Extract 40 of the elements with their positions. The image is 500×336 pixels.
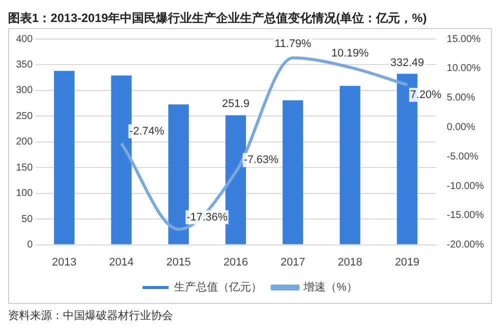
y-tick-label: 400 (16, 34, 34, 45)
data-label: 251.9 (222, 98, 250, 110)
y-tick-label: 350 (16, 59, 34, 70)
bar (54, 70, 75, 244)
data-label: 10.19% (331, 47, 369, 60)
x-tick-label: 2013 (52, 256, 77, 268)
y-tick-label: 50 (22, 214, 34, 225)
y2-tick-label: 0.00% (446, 122, 476, 133)
y-tick-label: 0 (27, 240, 34, 251)
y-tick-label: 300 (16, 85, 34, 96)
x-tick-label: 2018 (338, 256, 362, 268)
data-label: -7.63% (244, 154, 279, 166)
y2-tick-label: 10.00% (446, 63, 481, 74)
bar (282, 100, 304, 244)
legend-label: 生产总值（亿元） (174, 280, 262, 294)
y-tick-label: 100 (16, 188, 34, 200)
x-tick-label: 2016 (223, 256, 248, 268)
legend-label: 增速（%） (302, 280, 358, 294)
x-tick-label: 2019 (394, 256, 420, 268)
x-tick-label: 2015 (166, 256, 191, 268)
data-label: 11.79% (274, 38, 312, 50)
x-tick-label: 2017 (280, 256, 306, 268)
y-tick-label: 200 (16, 136, 34, 148)
y2-tick-label: 15.00% (446, 34, 481, 45)
data-label: -17.36% (186, 211, 228, 224)
y-tick-label: 250 (16, 110, 34, 122)
y2-tick-label: 5.00% (446, 92, 476, 104)
y2-tick-label: -15.00% (446, 210, 484, 222)
data-label: -2.74% (129, 125, 164, 138)
bar (168, 104, 189, 244)
y2-tick-label: -10.00% (446, 180, 484, 192)
y2-tick-label: -20.00% (446, 240, 484, 251)
text: 资料来源：中国爆破器材行业协会 (8, 309, 174, 323)
y2-tick-label: -5.00% (446, 151, 479, 162)
x-tick-label: 2014 (109, 256, 134, 268)
data-label: 7.20% (410, 88, 442, 101)
chart-title: 图表1：2013-2019年中国民爆行业生产企业生产总值变化情况(单位：亿元，%) (8, 10, 428, 27)
data-label: 332.49 (390, 56, 424, 69)
bar (340, 86, 360, 244)
y-tick-label: 150 (16, 162, 34, 174)
